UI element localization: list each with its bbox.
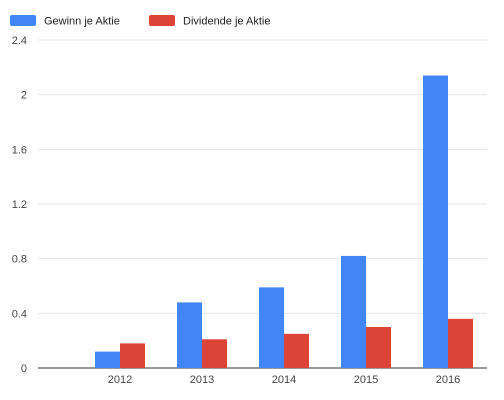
bar-gewinn-2016	[423, 75, 448, 369]
x-tick-label: 2012	[108, 374, 132, 386]
bar-dividende-2012	[120, 343, 145, 368]
bar-gewinn-2015	[341, 255, 366, 368]
legend-swatch-dividende	[149, 15, 175, 26]
bar-gewinn-2013	[177, 302, 202, 368]
bar-gewinn-2012	[95, 351, 120, 368]
y-tick-label: 0	[21, 363, 27, 375]
bar-dividende-2016	[448, 318, 473, 368]
bar-gewinn-2014	[259, 287, 284, 368]
y-tick-label: 2.4	[12, 35, 27, 47]
y-axis: 0 0.4 0.8 1.2 1.6 2 2.4	[12, 35, 27, 375]
y-tick-label: 1.6	[12, 144, 27, 156]
x-axis: 2012 2013 2014 2015 2016	[108, 374, 460, 386]
bar-dividende-2014	[284, 333, 309, 368]
y-tick-label: 0.8	[12, 254, 27, 266]
x-tick-label: 2016	[436, 374, 460, 386]
x-tick-label: 2014	[272, 374, 296, 386]
x-tick-label: 2015	[354, 374, 378, 386]
y-tick-label: 0.4	[12, 308, 27, 320]
bar-dividende-2013	[202, 339, 227, 368]
bars	[95, 75, 473, 369]
legend-label-dividende: Dividende je Aktie	[183, 16, 270, 28]
y-tick-label: 2	[21, 90, 27, 102]
legend-swatch-gewinn	[10, 15, 36, 26]
y-tick-label: 1.2	[12, 199, 27, 211]
legend: Gewinn je Aktie Dividende je Aktie	[10, 15, 270, 28]
legend-label-gewinn: Gewinn je Aktie	[44, 16, 120, 28]
x-tick-label: 2013	[190, 374, 214, 386]
bar-dividende-2015	[366, 327, 391, 368]
